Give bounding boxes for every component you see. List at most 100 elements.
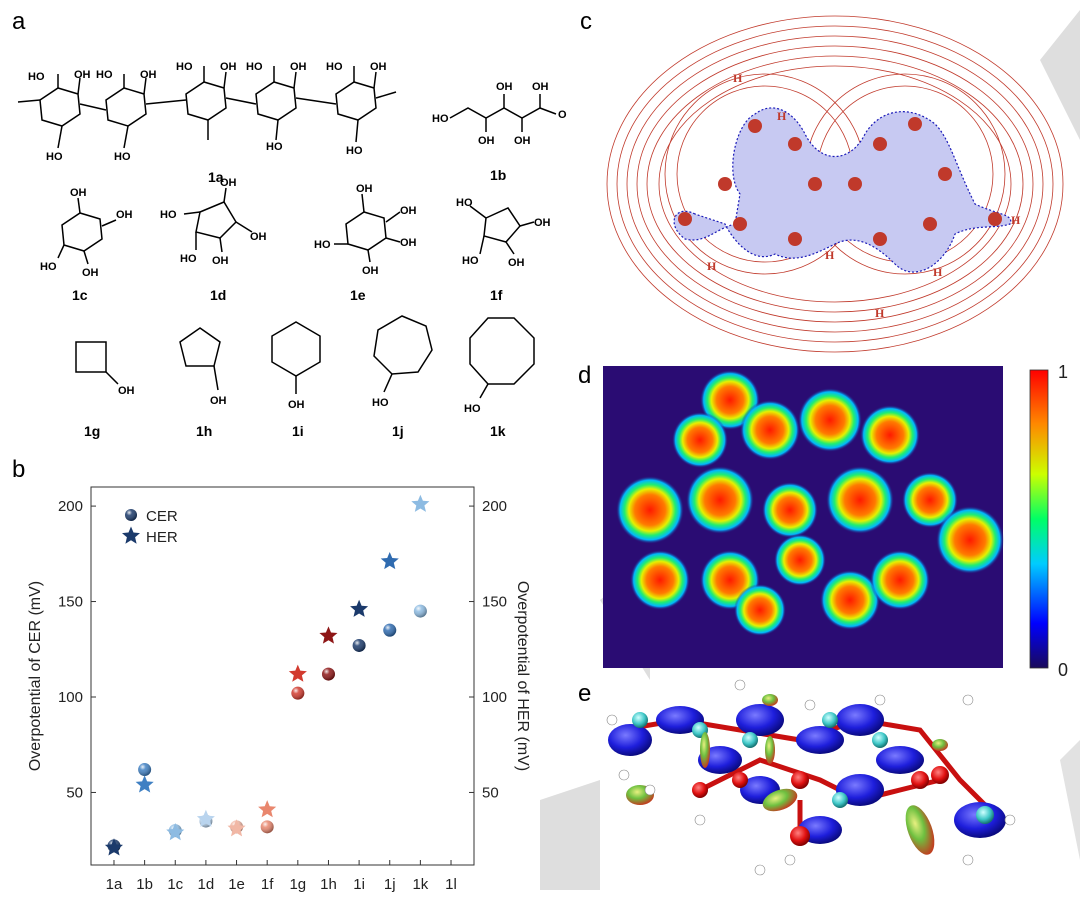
oh-label: OH: [116, 209, 133, 221]
her-point: [288, 664, 307, 682]
oh-label: OH: [362, 265, 379, 277]
hydrogen-label: H: [707, 259, 717, 273]
x-tick-label: 1f: [261, 876, 274, 893]
hydrogen-label: H: [875, 306, 885, 320]
label-1c: 1c: [72, 287, 88, 303]
oh-label: OH: [140, 69, 157, 81]
colorbar: [1029, 369, 1049, 669]
cer-point-shade: [138, 763, 152, 777]
y-tick-label-right: 150: [482, 594, 507, 611]
cer-point-shade: [321, 667, 335, 681]
label-1b: 1b: [490, 167, 506, 183]
oh-label: OH: [82, 267, 99, 279]
x-tick-label: 1j: [384, 876, 396, 893]
x-tick-label: 1k: [412, 876, 428, 893]
oh-label: HO: [456, 197, 473, 209]
label-1j: 1j: [392, 423, 404, 439]
oh-label: OH: [288, 399, 305, 411]
oh-label: OH: [250, 231, 267, 243]
her-point: [380, 552, 399, 570]
hydrogen-label: H: [733, 71, 743, 85]
oh-label: OH: [496, 81, 513, 93]
molecule-1d-structure: [195, 201, 237, 239]
colorbar-min: 0: [1058, 660, 1068, 680]
oh-label: HO: [266, 141, 283, 153]
plot-frame: [90, 486, 475, 866]
x-tick-label: 1l: [445, 876, 457, 893]
her-point: [411, 494, 430, 512]
oh-label: OH: [220, 177, 237, 189]
y-tick-label-right: 100: [482, 689, 507, 706]
oh-label: HO: [114, 151, 131, 163]
oh-label: HO: [432, 113, 449, 125]
o-label: O: [558, 109, 567, 121]
oh-label: HO: [180, 253, 197, 265]
x-tick-label: 1c: [167, 876, 183, 893]
legend-her-label: HER: [146, 529, 178, 546]
oh-label: OH: [532, 81, 549, 93]
x-tick-label: 1e: [228, 876, 245, 893]
x-tick-label: 1h: [320, 876, 337, 893]
oh-label: OH: [400, 237, 417, 249]
hydrogen-label: H: [777, 109, 787, 123]
label-1g: 1g: [84, 423, 100, 439]
molecule-1a-structure: [17, 66, 397, 149]
y-axis-label-right: Overpotential of HER (mV): [514, 581, 531, 771]
y-tick-label-left: 50: [66, 784, 83, 801]
panel-letter-e: e: [578, 680, 592, 707]
oh-label: OH: [118, 385, 135, 397]
hydrogen-label: H: [933, 265, 943, 279]
her-point: [258, 800, 277, 818]
cer-point-shade: [260, 820, 274, 834]
oh-label: HO: [326, 61, 343, 73]
y-tick-label-left: 100: [58, 689, 83, 706]
y-tick-label-left: 200: [58, 498, 83, 515]
hydrogen-label: H: [1011, 213, 1021, 227]
molecule-1g-structure: [75, 341, 107, 373]
her-point: [319, 626, 338, 644]
oh-label: HO: [160, 209, 177, 221]
oh-label: OH: [534, 217, 551, 229]
oh-label: OH: [478, 135, 495, 147]
oh-label: OH: [400, 205, 417, 217]
panel-letter-c: c: [580, 8, 592, 35]
molecule-1j-structure: [373, 315, 433, 375]
panel-letter-d: d: [578, 362, 592, 389]
x-tick-label: 1b: [136, 876, 153, 893]
y-tick-label-right: 200: [482, 498, 507, 515]
legend-cer-label: CER: [146, 508, 178, 525]
molecule-1k-structure: [469, 317, 535, 385]
hydrogen-label: H: [825, 248, 835, 262]
oh-label: OH: [212, 255, 229, 267]
oh-label: OH: [70, 187, 87, 199]
label-1f: 1f: [490, 287, 503, 303]
panel-a-molecules: HO OH HO OH HO OH HO OH HO OH HO HO HO H…: [17, 61, 567, 439]
legend-her-marker: [122, 526, 140, 544]
her-point: [227, 819, 246, 837]
oh-label: OH: [220, 61, 237, 73]
her-point: [166, 823, 185, 841]
oh-label: OH: [210, 395, 227, 407]
x-tick-label: 1d: [198, 876, 215, 893]
label-1h: 1h: [196, 423, 212, 439]
her-point: [350, 599, 369, 617]
cer-point-shade: [383, 623, 397, 637]
panel-letter-a: a: [12, 8, 26, 35]
her-point: [196, 809, 215, 827]
panel-letter-b: b: [12, 456, 26, 483]
cer-point-shade: [413, 604, 427, 618]
x-tick-label: 1g: [289, 876, 306, 893]
panel-b-chart: 50 100 150 200 50 100 150 200 1a 1b 1c 1d 1e 1f 1g 1h…: [27, 486, 531, 893]
x-tick-label: 1a: [106, 876, 123, 893]
y-tick-label-right: 50: [482, 784, 499, 801]
oh-label: OH: [514, 135, 531, 147]
label-1d: 1d: [210, 287, 226, 303]
oh-label: HO: [464, 403, 481, 415]
cer-point-shade: [352, 638, 366, 652]
oh-label: HO: [314, 239, 331, 251]
her-point: [104, 838, 123, 856]
label-1i: 1i: [292, 423, 304, 439]
